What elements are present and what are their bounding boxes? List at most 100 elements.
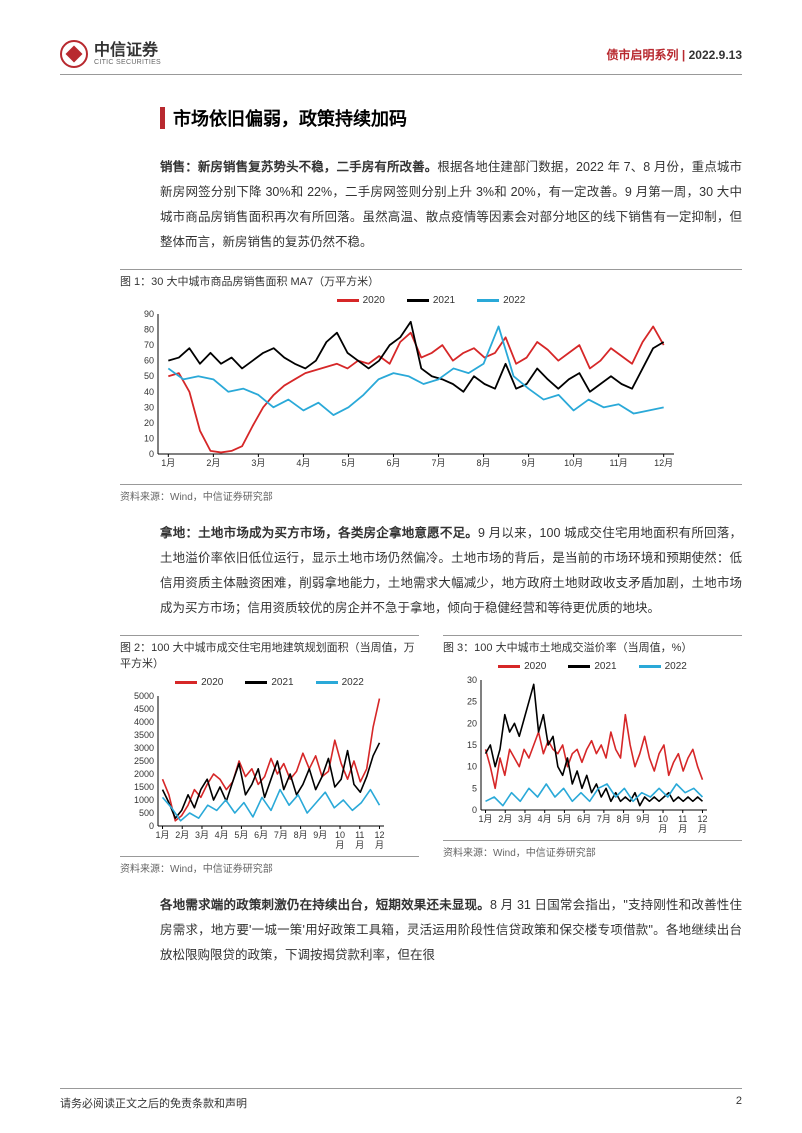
fig3-chart: 0510152025301月2月3月4月5月6月7月8月9月10月11月12月 (443, 676, 713, 836)
fig3-source: 资料来源：Wind，中信证券研究部 (443, 840, 742, 859)
logo-cn: 中信证券 (94, 43, 161, 59)
svg-text:月: 月 (659, 824, 668, 834)
svg-text:40: 40 (144, 387, 154, 397)
logo-en: CITIC SECURITIES (94, 59, 161, 66)
svg-text:5000: 5000 (134, 692, 154, 701)
svg-text:月: 月 (678, 824, 687, 834)
svg-text:1月: 1月 (161, 458, 175, 468)
svg-text:11: 11 (678, 814, 687, 824)
fig1-legend: 202020212022 (120, 295, 742, 306)
svg-text:月: 月 (336, 840, 345, 850)
svg-text:10: 10 (144, 433, 154, 443)
company-logo: 中信证券 CITIC SECURITIES (60, 40, 161, 68)
footer-disclaimer: 请务必阅读正文之后的免责条款和声明 (60, 1095, 247, 1111)
svg-text:9月: 9月 (522, 458, 536, 468)
svg-text:2000: 2000 (134, 769, 154, 779)
svg-text:50: 50 (144, 371, 154, 381)
svg-text:10: 10 (335, 830, 345, 840)
svg-text:4月: 4月 (538, 814, 552, 824)
svg-text:1500: 1500 (134, 782, 154, 792)
svg-text:9月: 9月 (636, 814, 650, 824)
header-meta: 债市启明系列 | 2022.9.13 (607, 46, 742, 63)
svg-text:0: 0 (149, 449, 154, 459)
svg-text:7月: 7月 (432, 458, 446, 468)
svg-text:3月: 3月 (195, 830, 209, 840)
svg-text:0: 0 (149, 821, 154, 831)
svg-text:80: 80 (144, 325, 154, 335)
svg-text:10: 10 (658, 814, 668, 824)
svg-text:20: 20 (144, 418, 154, 428)
svg-text:8月: 8月 (617, 814, 631, 824)
page-number: 2 (736, 1095, 742, 1111)
svg-text:9月: 9月 (313, 830, 327, 840)
svg-text:3月: 3月 (251, 458, 265, 468)
svg-text:1000: 1000 (134, 795, 154, 805)
svg-text:7月: 7月 (274, 830, 288, 840)
paragraph-land: 拿地：土地市场成为买方市场，各类房企拿地意愿不足。9 月以来，100 城成交住宅… (160, 521, 742, 621)
paragraph-policy: 各地需求端的政策刺激仍在持续出台，短期效果还未显现。8 月 31 日国常会指出，… (160, 893, 742, 968)
svg-text:2月: 2月 (206, 458, 220, 468)
fig3-caption: 图 3：100 大中城市土地成交溢价率（当周值，%） (443, 635, 742, 655)
svg-text:12: 12 (374, 830, 384, 840)
svg-text:5月: 5月 (341, 458, 355, 468)
svg-text:6月: 6月 (386, 458, 400, 468)
para1-bold: 销售：新房销售复苏势头不稳，二手房有所改善。 (160, 160, 437, 174)
svg-text:30: 30 (467, 676, 477, 685)
fig2-source: 资料来源：Wind，中信证券研究部 (120, 856, 419, 875)
report-header: 中信证券 CITIC SECURITIES 债市启明系列 | 2022.9.13 (60, 40, 742, 75)
para3-bold: 各地需求端的政策刺激仍在持续出台，短期效果还未显现。 (160, 898, 490, 912)
svg-text:4500: 4500 (134, 704, 154, 714)
svg-text:月: 月 (355, 840, 364, 850)
svg-text:25: 25 (467, 697, 477, 707)
svg-text:11月: 11月 (609, 458, 627, 468)
fig3-legend: 202020212022 (443, 661, 742, 672)
svg-text:5月: 5月 (234, 830, 248, 840)
svg-text:3月: 3月 (518, 814, 532, 824)
svg-text:4月: 4月 (296, 458, 310, 468)
svg-text:7月: 7月 (597, 814, 611, 824)
svg-text:月: 月 (698, 824, 707, 834)
svg-text:30: 30 (144, 402, 154, 412)
logo-icon (60, 40, 88, 68)
svg-text:8月: 8月 (294, 830, 308, 840)
svg-text:2500: 2500 (134, 756, 154, 766)
svg-text:6月: 6月 (577, 814, 591, 824)
svg-text:2月: 2月 (498, 814, 512, 824)
svg-text:70: 70 (144, 340, 154, 350)
fig2-caption: 图 2：100 大中城市成交住宅用地建筑规划面积（当周值，万平方米） (120, 635, 419, 671)
page-footer: 请务必阅读正文之后的免责条款和声明 2 (60, 1088, 742, 1111)
svg-text:10: 10 (467, 762, 477, 772)
fig1-caption: 图 1：30 大中城市商品房销售面积 MA7（万平方米） (120, 269, 742, 289)
svg-text:0: 0 (472, 805, 477, 815)
svg-text:3000: 3000 (134, 743, 154, 753)
para2-bold: 拿地：土地市场成为买方市场，各类房企拿地意愿不足。 (160, 526, 478, 540)
svg-text:10月: 10月 (564, 458, 583, 468)
figure-3: 图 3：100 大中城市土地成交溢价率（当周值，%） 202020212022 … (443, 635, 742, 875)
svg-text:60: 60 (144, 356, 154, 366)
figure-2: 图 2：100 大中城市成交住宅用地建筑规划面积（当周值，万平方米） 20202… (120, 635, 419, 875)
svg-text:4000: 4000 (134, 717, 154, 727)
svg-text:1月: 1月 (479, 814, 493, 824)
svg-text:6月: 6月 (254, 830, 268, 840)
svg-text:15: 15 (467, 740, 477, 750)
figure-1: 图 1：30 大中城市商品房销售面积 MA7（万平方米） 20202021202… (120, 269, 742, 503)
paragraph-sales: 销售：新房销售复苏势头不稳，二手房有所改善。根据各地住建部门数据，2022 年 … (160, 155, 742, 255)
svg-text:12月: 12月 (654, 458, 673, 468)
svg-text:90: 90 (144, 310, 154, 319)
series-name: 债市启明系列 (607, 48, 679, 62)
svg-text:12: 12 (697, 814, 707, 824)
svg-text:月: 月 (375, 840, 384, 850)
report-date: 2022.9.13 (689, 48, 742, 62)
fig2-chart: 0500100015002000250030003500400045005000… (120, 692, 390, 852)
svg-text:4月: 4月 (215, 830, 229, 840)
fig2-legend: 202020212022 (120, 677, 419, 688)
fig1-chart: 01020304050607080901月2月3月4月5月6月7月8月9月10月… (120, 310, 680, 480)
svg-text:5月: 5月 (557, 814, 571, 824)
section-title-text: 市场依旧偏弱，政策持续加码 (173, 105, 407, 131)
section-title: 市场依旧偏弱，政策持续加码 (160, 105, 742, 131)
svg-text:5: 5 (472, 783, 477, 793)
svg-text:20: 20 (467, 718, 477, 728)
fig1-source: 资料来源：Wind，中信证券研究部 (120, 484, 742, 503)
svg-text:11: 11 (355, 830, 364, 840)
svg-text:500: 500 (139, 808, 154, 818)
